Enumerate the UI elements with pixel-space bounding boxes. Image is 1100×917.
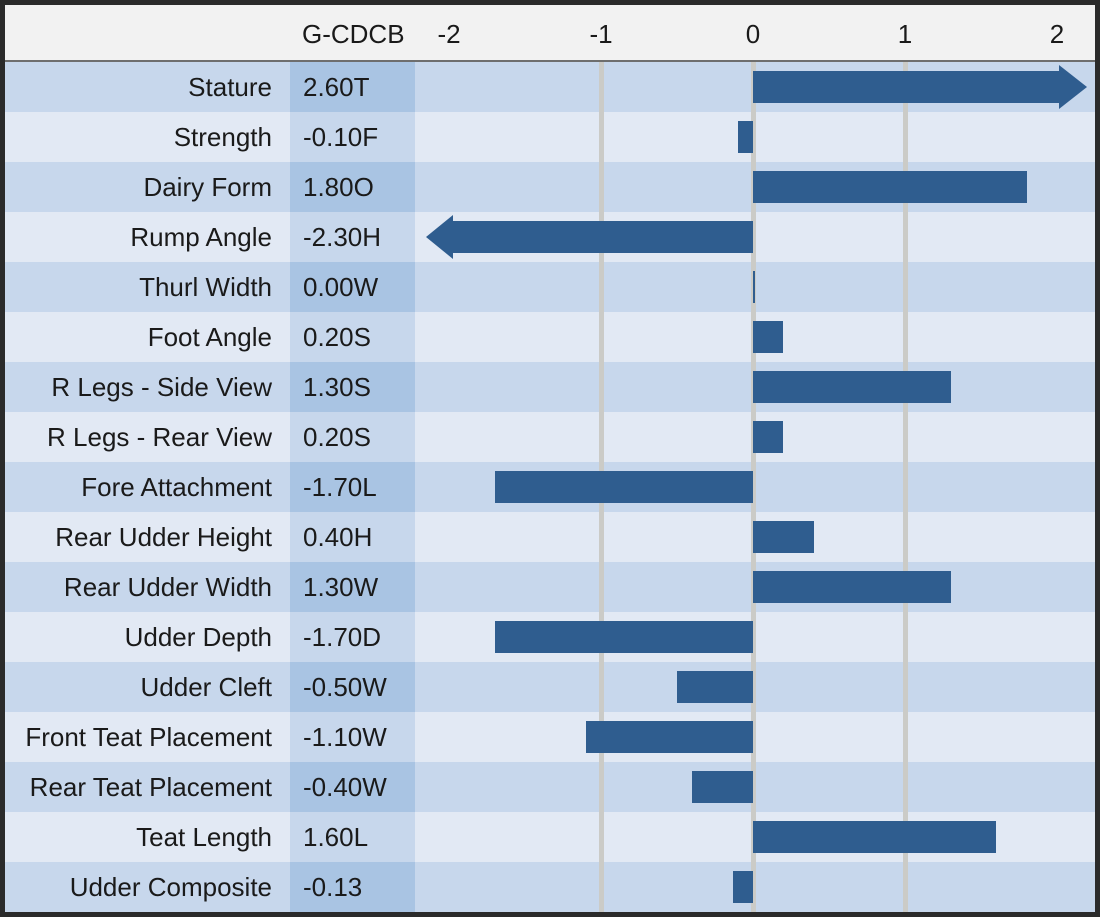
trait-bar — [753, 821, 996, 853]
trait-bar — [733, 871, 753, 903]
trait-label: Teat Length — [5, 812, 290, 862]
trait-value: 1.80O — [290, 162, 415, 212]
trait-row: Teat Length 1.60L — [5, 812, 1095, 862]
trait-bar — [495, 621, 753, 653]
trait-value: -0.13 — [290, 862, 415, 912]
trait-row: R Legs - Rear View 0.20S — [5, 412, 1095, 462]
trait-row: Rump Angle -2.30H — [5, 212, 1095, 262]
value-column-header: G-CDCB — [302, 19, 405, 49]
trait-value: -0.40W — [290, 762, 415, 812]
chart-body: Stature 2.60T Strength -0.10F Dairy Form… — [5, 62, 1095, 912]
trait-label: Udder Depth — [5, 612, 290, 662]
trait-value: 0.20S — [290, 312, 415, 362]
trait-bar — [753, 521, 814, 553]
trait-bar-area — [415, 662, 1095, 712]
trait-label: Rear Teat Placement — [5, 762, 290, 812]
trait-label: Udder Composite — [5, 862, 290, 912]
trait-row: Foot Angle 0.20S — [5, 312, 1095, 362]
trait-bar-area — [415, 62, 1095, 112]
trait-row: Udder Composite -0.13 — [5, 862, 1095, 912]
trait-label: Rear Udder Height — [5, 512, 290, 562]
trait-bar — [753, 571, 951, 603]
trait-label: Stature — [5, 62, 290, 112]
trait-label: Foot Angle — [5, 312, 290, 362]
trait-row: Udder Depth -1.70D — [5, 612, 1095, 662]
trait-value: -2.30H — [290, 212, 415, 262]
trait-bar-area — [415, 412, 1095, 462]
trait-bar — [738, 121, 753, 153]
trait-label: Rump Angle — [5, 212, 290, 262]
trait-label: Thurl Width — [5, 262, 290, 312]
trait-bar-area — [415, 362, 1095, 412]
trait-bar-area — [415, 312, 1095, 362]
trait-label: Udder Cleft — [5, 662, 290, 712]
trait-row: Rear Teat Placement -0.40W — [5, 762, 1095, 812]
trait-bar-area — [415, 562, 1095, 612]
trait-row: R Legs - Side View 1.30S — [5, 362, 1095, 412]
trait-bar-area — [415, 162, 1095, 212]
trait-row: Rear Udder Height 0.40H — [5, 512, 1095, 562]
bar-arrow-shaft — [753, 71, 1059, 103]
axis-tick-label: -2 — [437, 19, 461, 49]
trait-value: -1.10W — [290, 712, 415, 762]
trait-bar-area — [415, 712, 1095, 762]
trait-value: -1.70L — [290, 462, 415, 512]
trait-row: Udder Cleft -0.50W — [5, 662, 1095, 712]
trait-value: 0.20S — [290, 412, 415, 462]
trait-row: Dairy Form 1.80O — [5, 162, 1095, 212]
bar-arrow-shaft — [453, 221, 753, 253]
trait-bar — [753, 321, 783, 353]
trait-bar — [753, 421, 783, 453]
trait-bar-area — [415, 862, 1095, 912]
trait-bar — [753, 171, 1027, 203]
trait-row: Strength -0.10F — [5, 112, 1095, 162]
trait-row: Fore Attachment -1.70L — [5, 462, 1095, 512]
trait-value: 1.60L — [290, 812, 415, 862]
trait-bar-area — [415, 612, 1095, 662]
trait-bar-area — [415, 762, 1095, 812]
trait-value: 0.00W — [290, 262, 415, 312]
axis-tick-label: 1 — [897, 19, 913, 49]
trait-row: Stature 2.60T — [5, 62, 1095, 112]
trait-label: Front Teat Placement — [5, 712, 290, 762]
trait-value: -0.10F — [290, 112, 415, 162]
trait-row: Rear Udder Width 1.30W — [5, 562, 1095, 612]
trait-value: 1.30W — [290, 562, 415, 612]
trait-bar-area — [415, 112, 1095, 162]
trait-value: 2.60T — [290, 62, 415, 112]
arrow-right-icon — [1059, 65, 1087, 109]
trait-bar-area — [415, 212, 1095, 262]
trait-row: Thurl Width 0.00W — [5, 262, 1095, 312]
trait-bar-area — [415, 462, 1095, 512]
trait-bar-area — [415, 512, 1095, 562]
trait-bar — [753, 371, 951, 403]
trait-bar-area — [415, 262, 1095, 312]
axis-tick-label: -1 — [589, 19, 613, 49]
trait-label: Fore Attachment — [5, 462, 290, 512]
trait-bar — [753, 271, 755, 303]
trait-label: R Legs - Rear View — [5, 412, 290, 462]
trait-label: Rear Udder Width — [5, 562, 290, 612]
trait-bar — [677, 671, 753, 703]
arrow-left-icon — [426, 215, 453, 259]
trait-bar-area — [415, 812, 1095, 862]
trait-bar — [495, 471, 753, 503]
trait-bar — [692, 771, 753, 803]
trait-bar — [586, 721, 753, 753]
trait-value: -0.50W — [290, 662, 415, 712]
trait-label: Dairy Form — [5, 162, 290, 212]
chart-header: G-CDCB -2 -1 0 1 2 — [5, 5, 1095, 60]
trait-value: 0.40H — [290, 512, 415, 562]
trait-label: Strength — [5, 112, 290, 162]
trait-value: -1.70D — [290, 612, 415, 662]
axis-tick-label: 2 — [1049, 19, 1065, 49]
trait-value: 1.30S — [290, 362, 415, 412]
axis-tick-label: 0 — [745, 19, 761, 49]
trait-row: Front Teat Placement -1.10W — [5, 712, 1095, 762]
header-separator — [5, 60, 1095, 62]
trait-label: R Legs - Side View — [5, 362, 290, 412]
